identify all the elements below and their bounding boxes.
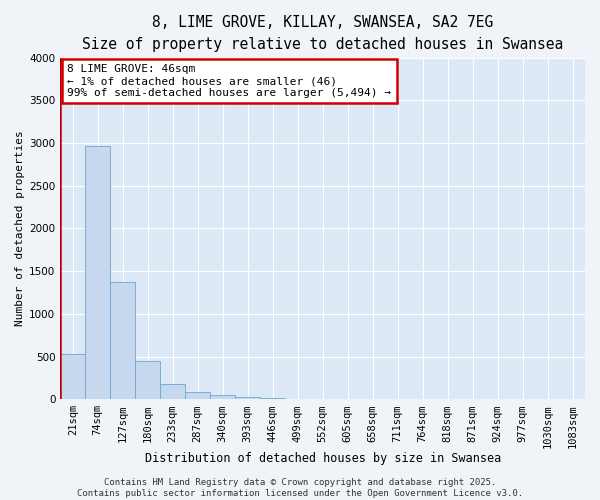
Bar bbox=[110, 282, 135, 399]
Y-axis label: Number of detached properties: Number of detached properties bbox=[15, 130, 25, 326]
Bar bbox=[60, 354, 85, 399]
Bar bbox=[85, 146, 110, 399]
Bar bbox=[260, 398, 285, 399]
Bar bbox=[185, 392, 210, 399]
Bar bbox=[135, 361, 160, 399]
Bar bbox=[210, 395, 235, 399]
X-axis label: Distribution of detached houses by size in Swansea: Distribution of detached houses by size … bbox=[145, 452, 501, 465]
Bar bbox=[160, 384, 185, 399]
Bar bbox=[235, 396, 260, 399]
Text: 8 LIME GROVE: 46sqm
← 1% of detached houses are smaller (46)
99% of semi-detache: 8 LIME GROVE: 46sqm ← 1% of detached hou… bbox=[67, 64, 391, 98]
Text: Contains HM Land Registry data © Crown copyright and database right 2025.
Contai: Contains HM Land Registry data © Crown c… bbox=[77, 478, 523, 498]
Title: 8, LIME GROVE, KILLAY, SWANSEA, SA2 7EG
Size of property relative to detached ho: 8, LIME GROVE, KILLAY, SWANSEA, SA2 7EG … bbox=[82, 15, 563, 52]
